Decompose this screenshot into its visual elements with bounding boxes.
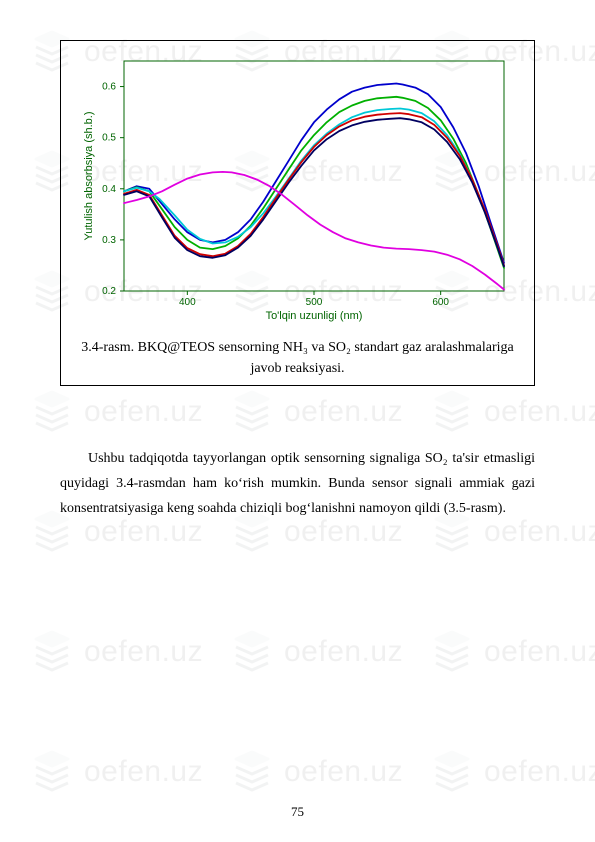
svg-text:0.6: 0.6: [102, 82, 116, 93]
absorption-spectrum-chart: 400 500 600 0.2 0.3 0.4 0.5 0.6 To'lqin uzunligi…: [78, 51, 518, 331]
svg-text:0.2: 0.2: [102, 286, 116, 297]
page-content: 400 500 600 0.2 0.3 0.4 0.5 0.6 To'lqin uzunligi…: [0, 0, 595, 842]
svg-text:Yutulish absorbsiya (sh.b.): Yutulish absorbsiya (sh.b.): [83, 111, 95, 240]
body-paragraph: Ushbu tadqiqotda tayyorlangan optik sens…: [60, 446, 535, 522]
svg-text:To'lqin uzunligi (nm): To'lqin uzunligi (nm): [265, 310, 362, 322]
svg-text:500: 500: [305, 297, 322, 308]
caption-line-1: 3.4-rasm. BKQ@TEOS sensorning NH₃ va SO₂…: [81, 340, 513, 355]
page-number: 75: [0, 804, 595, 820]
figure-box: 400 500 600 0.2 0.3 0.4 0.5 0.6 To'lqin uzunligi…: [60, 40, 535, 386]
svg-text:0.4: 0.4: [102, 184, 116, 195]
figure-caption: 3.4-rasm. BKQ@TEOS sensorning NH₃ va SO₂…: [71, 337, 524, 379]
svg-text:0.5: 0.5: [102, 133, 116, 144]
svg-text:600: 600: [432, 297, 449, 308]
caption-line-2: javob reaksiyasi.: [250, 361, 344, 376]
svg-text:0.3: 0.3: [102, 235, 116, 246]
svg-text:400: 400: [178, 297, 195, 308]
